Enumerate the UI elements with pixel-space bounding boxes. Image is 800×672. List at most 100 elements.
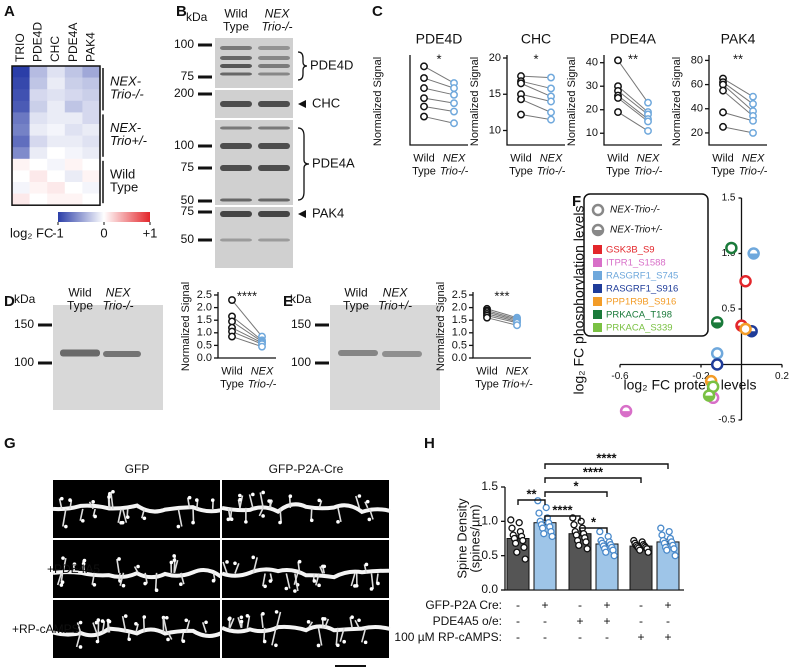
legend-swatch bbox=[593, 284, 602, 293]
heatmap-cell bbox=[12, 112, 30, 125]
pair-line bbox=[617, 85, 649, 113]
axes bbox=[506, 55, 565, 146]
text-line: Wild bbox=[712, 152, 733, 164]
heatmap-cell bbox=[64, 77, 83, 90]
text-line: Trio-/- bbox=[248, 378, 277, 390]
spine-head bbox=[204, 620, 208, 625]
spine-head bbox=[81, 518, 85, 523]
spine-head bbox=[297, 559, 302, 564]
spine-head bbox=[142, 615, 147, 619]
point bbox=[517, 79, 525, 88]
band bbox=[220, 56, 252, 60]
condition-sign: - bbox=[639, 598, 643, 612]
point bbox=[749, 128, 757, 137]
spine-head bbox=[78, 645, 83, 649]
pair-line bbox=[423, 97, 455, 104]
y-tick-label: 2.5 bbox=[197, 289, 212, 301]
text-line: Wild bbox=[224, 7, 247, 21]
spine bbox=[260, 613, 264, 628]
band bbox=[258, 72, 290, 76]
point bbox=[420, 62, 428, 71]
heatmap-cell bbox=[64, 100, 83, 113]
column-header: CHC bbox=[48, 36, 62, 62]
spine-head bbox=[100, 619, 105, 623]
text-line: Type bbox=[67, 299, 93, 313]
spine-head bbox=[239, 615, 244, 620]
spine bbox=[69, 499, 73, 510]
pair-line bbox=[520, 93, 552, 102]
spine-head bbox=[81, 562, 86, 566]
band bbox=[338, 350, 378, 356]
spine-head bbox=[317, 583, 321, 588]
spine-head bbox=[93, 514, 97, 519]
heatmap-cell bbox=[47, 158, 66, 171]
pair-line bbox=[423, 77, 455, 89]
heatmap-cell bbox=[29, 182, 48, 194]
condition-sign: + bbox=[541, 598, 548, 612]
band bbox=[382, 351, 422, 357]
band bbox=[258, 56, 290, 60]
spine bbox=[227, 507, 232, 520]
band bbox=[258, 198, 290, 202]
spine bbox=[121, 508, 128, 523]
condition-label: PDE4A5 o/e: bbox=[433, 614, 502, 628]
point bbox=[258, 342, 266, 351]
y-tick-label: 0.0 bbox=[197, 352, 212, 364]
text-line: (spines/µm) bbox=[468, 504, 483, 572]
marker-bar bbox=[198, 43, 212, 47]
brace bbox=[297, 127, 310, 201]
heatmap-cell bbox=[64, 193, 83, 206]
spine-head bbox=[211, 578, 216, 583]
colorbar-tick-label: +1 bbox=[143, 225, 158, 240]
y-tick-label: 0.5 bbox=[452, 339, 467, 351]
y-tick-label: 30 bbox=[586, 80, 598, 92]
spine bbox=[140, 508, 146, 519]
point bbox=[548, 532, 556, 541]
spine-head bbox=[154, 588, 159, 593]
axes bbox=[409, 55, 468, 146]
text-line: Trio-/- bbox=[739, 165, 768, 177]
legend-label: RASGRF1_S745 bbox=[606, 271, 678, 282]
point bbox=[450, 99, 458, 108]
column-header: PDE4D bbox=[31, 22, 45, 62]
spine-head bbox=[191, 520, 195, 525]
spine bbox=[133, 566, 139, 574]
point bbox=[534, 497, 542, 505]
band bbox=[258, 64, 290, 68]
spine-head bbox=[263, 584, 267, 589]
spine-head bbox=[251, 492, 255, 497]
spine bbox=[56, 572, 63, 586]
point bbox=[535, 509, 543, 517]
pair-line bbox=[231, 321, 263, 343]
condition-sign: - bbox=[666, 614, 670, 628]
x-tick-label: -0.6 bbox=[611, 371, 629, 382]
pair-line bbox=[617, 111, 649, 132]
protein-label: PDE4D bbox=[310, 57, 353, 72]
pair-line bbox=[520, 82, 552, 97]
spine bbox=[222, 561, 228, 574]
heatmap-cell bbox=[12, 124, 30, 136]
text-line: Trio-/- bbox=[537, 165, 566, 177]
spine bbox=[315, 573, 320, 586]
spine-head bbox=[64, 524, 68, 529]
legend-label: PRKACA_S339 bbox=[606, 323, 673, 334]
heatmap-cell bbox=[47, 112, 66, 125]
spine bbox=[319, 566, 324, 574]
blot bbox=[53, 305, 163, 410]
spine-head bbox=[262, 639, 267, 644]
text-line: Wild bbox=[510, 152, 531, 164]
point bbox=[575, 541, 583, 550]
bracket bbox=[544, 477, 642, 483]
bracket bbox=[544, 515, 581, 521]
point bbox=[521, 555, 529, 563]
point bbox=[719, 122, 727, 131]
text-line: Trio+/- bbox=[110, 134, 148, 149]
spine-head bbox=[239, 619, 244, 624]
spine bbox=[58, 498, 63, 510]
lane-label: Wild Type bbox=[343, 286, 369, 313]
point bbox=[517, 110, 525, 119]
y-axis-label: Normalized Signal bbox=[372, 57, 384, 146]
y-tick-label: 20 bbox=[489, 52, 501, 64]
heatmap-cell bbox=[64, 135, 83, 148]
heatmap-cell bbox=[29, 89, 48, 102]
